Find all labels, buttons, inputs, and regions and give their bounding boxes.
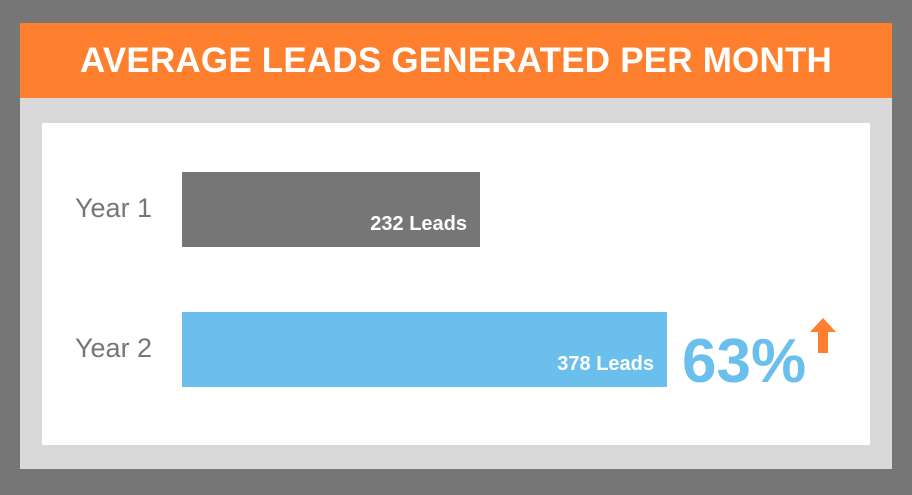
title-bar: AVERAGE LEADS GENERATED PER MONTH (20, 23, 892, 98)
change-percentage: 63% (682, 327, 807, 396)
bar-year-1: 232 Leads (182, 172, 480, 247)
infographic-frame: AVERAGE LEADS GENERATED PER MONTH 63% Ye… (20, 23, 892, 469)
data-label-year-2: 378 Leads (557, 353, 654, 375)
category-label-year-1: Year 1 (75, 193, 153, 223)
bar-year-2: 378 Leads (182, 312, 667, 387)
chart-panel: 63% Year 1 232 Leads Year 2 378 Leads (42, 123, 870, 445)
chart-title: AVERAGE LEADS GENERATED PER MONTH (79, 40, 833, 80)
arrow-up-icon (810, 318, 836, 353)
data-label-year-1: 232 Leads (370, 213, 467, 235)
category-label-year-2: Year 2 (75, 333, 153, 363)
